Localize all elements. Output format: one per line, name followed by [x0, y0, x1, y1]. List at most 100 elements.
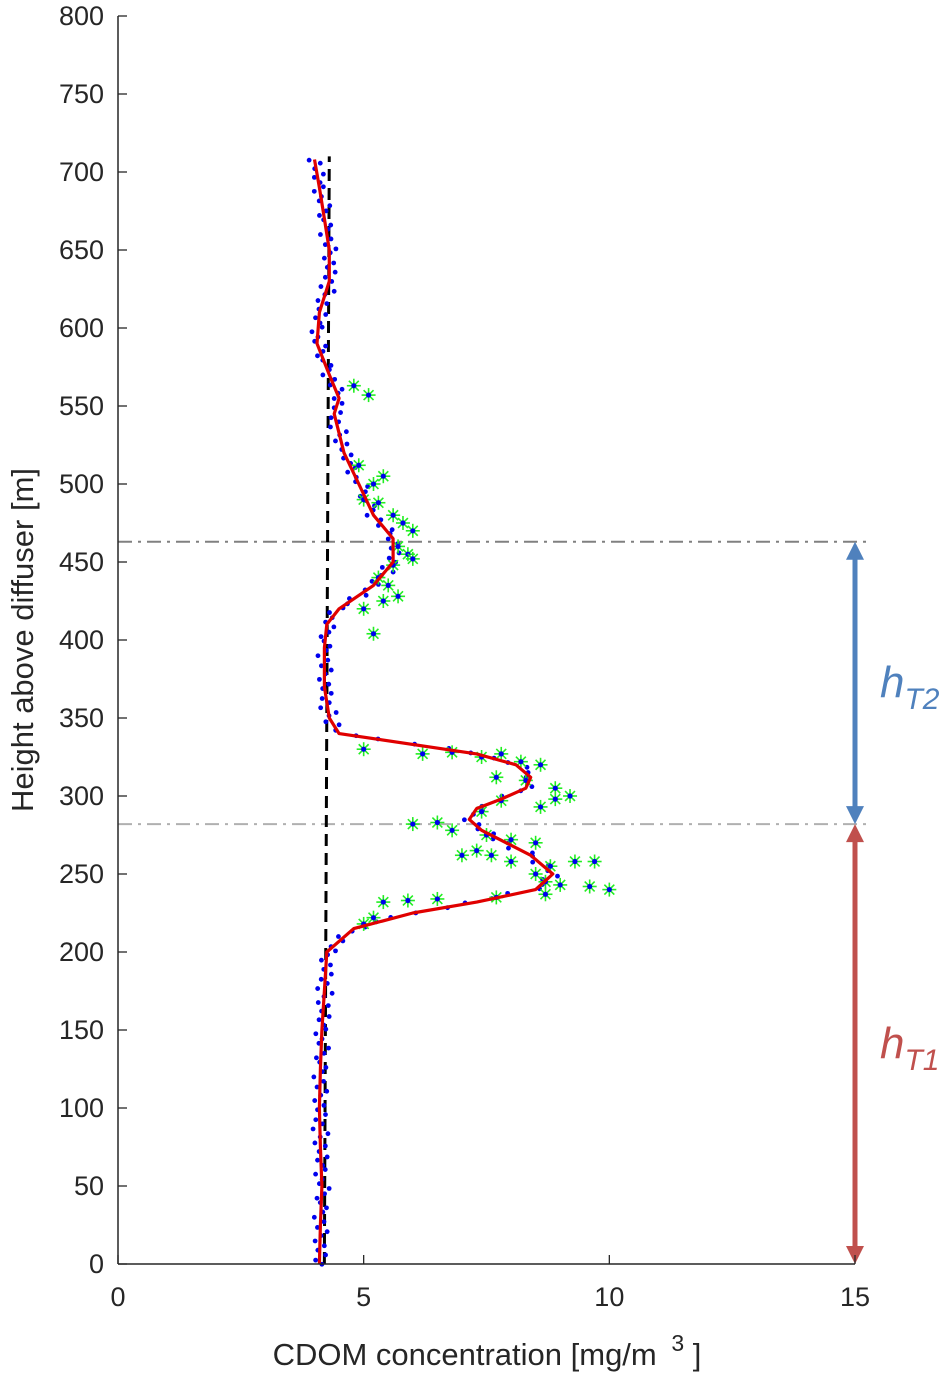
data-point — [327, 643, 333, 649]
tick-labels: 0501001502002503003504004505005506006507… — [59, 1, 870, 1312]
data-point — [328, 424, 333, 430]
data-point — [324, 1088, 330, 1094]
data-point — [321, 1219, 327, 1225]
flagged-point — [587, 854, 602, 869]
data-point — [328, 222, 334, 228]
flagged-point — [405, 817, 420, 832]
flagged-point — [386, 558, 401, 573]
data-point — [364, 512, 370, 518]
data-point — [313, 1117, 319, 1123]
flagged-point — [533, 799, 548, 814]
flagged-point — [376, 895, 391, 910]
flagged-point — [563, 789, 578, 803]
data-point — [315, 986, 321, 991]
data-point — [311, 174, 317, 180]
y-tick-label: 250 — [59, 859, 104, 889]
axes — [117, 15, 856, 1265]
data-point — [326, 1045, 331, 1051]
flagged-point — [548, 781, 563, 796]
data-point — [332, 376, 338, 382]
data-point — [325, 657, 331, 663]
data-point — [306, 157, 312, 163]
data-point — [323, 312, 329, 317]
x-axis-title-suffix: ] — [693, 1337, 702, 1372]
data-point — [328, 690, 334, 696]
data-point — [311, 1074, 317, 1080]
data-point — [326, 629, 332, 635]
data-point — [331, 288, 337, 294]
data-point — [315, 1157, 320, 1163]
smoothed-profile-line — [312, 159, 555, 1265]
data-point — [323, 1065, 329, 1070]
data-point — [331, 396, 337, 401]
data-point — [386, 555, 392, 561]
flagged-point — [489, 770, 504, 785]
flagged-point — [395, 516, 410, 530]
data-point — [332, 269, 338, 275]
data-point — [324, 301, 330, 307]
data-point — [318, 976, 324, 982]
data-point — [333, 246, 339, 252]
data-point — [319, 696, 325, 701]
data-points — [306, 157, 617, 1267]
data-point — [328, 236, 334, 242]
data-point — [322, 242, 328, 248]
x-tick-label: 15 — [840, 1282, 870, 1312]
data-point — [321, 1050, 327, 1056]
data-point — [323, 719, 329, 725]
data-point — [323, 1026, 329, 1032]
smoothed-profile — [312, 159, 555, 1265]
data-point — [506, 845, 511, 851]
data-point — [324, 1205, 329, 1211]
data-point — [328, 667, 334, 673]
data-point — [315, 1225, 320, 1230]
flagged-point — [567, 854, 582, 869]
x-tick-label: 5 — [356, 1282, 371, 1312]
y-tick-label: 100 — [59, 1093, 104, 1123]
data-point — [320, 184, 326, 190]
data-point — [314, 1195, 320, 1201]
data-point — [317, 160, 323, 166]
data-point — [331, 260, 337, 266]
data-point — [321, 1102, 327, 1108]
data-point — [318, 284, 324, 289]
data-point — [319, 324, 325, 330]
data-point — [314, 1055, 319, 1061]
data-point — [318, 705, 324, 711]
y-tick-label: 800 — [59, 1, 104, 31]
data-point — [321, 1078, 326, 1084]
flagged-point — [494, 746, 509, 761]
data-point — [321, 1243, 327, 1249]
data-point — [311, 1214, 317, 1220]
data-point — [312, 1098, 318, 1103]
data-point — [309, 329, 315, 335]
data-point — [320, 171, 326, 177]
x-axis-title-superscript: 3 — [671, 1330, 684, 1356]
flagged-point — [405, 551, 420, 566]
data-point — [329, 990, 335, 996]
flagged-point — [533, 757, 548, 772]
flagged-point — [381, 578, 396, 593]
y-tick-label: 600 — [59, 313, 104, 343]
data-point — [389, 527, 395, 533]
data-point — [318, 634, 324, 640]
data-point — [310, 1126, 316, 1132]
flagged-point — [400, 893, 415, 908]
data-point — [324, 1154, 330, 1160]
annotation-label-hT1: hT1 — [880, 1019, 940, 1077]
data-point — [326, 1186, 332, 1191]
annotation-hT1: hT1 — [846, 824, 940, 1264]
y-tick-label: 550 — [59, 391, 104, 421]
flagged-point — [351, 458, 366, 473]
data-point — [369, 578, 375, 584]
data-point — [344, 441, 350, 447]
data-point — [311, 188, 317, 194]
y-tick-label: 350 — [59, 703, 104, 733]
flagged-point — [430, 815, 445, 830]
data-point — [328, 415, 334, 421]
flagged-point — [356, 742, 371, 757]
flagged-point — [391, 589, 406, 604]
y-tick-label: 750 — [59, 79, 104, 109]
flagged-point — [504, 854, 519, 869]
y-tick-label: 500 — [59, 469, 104, 499]
